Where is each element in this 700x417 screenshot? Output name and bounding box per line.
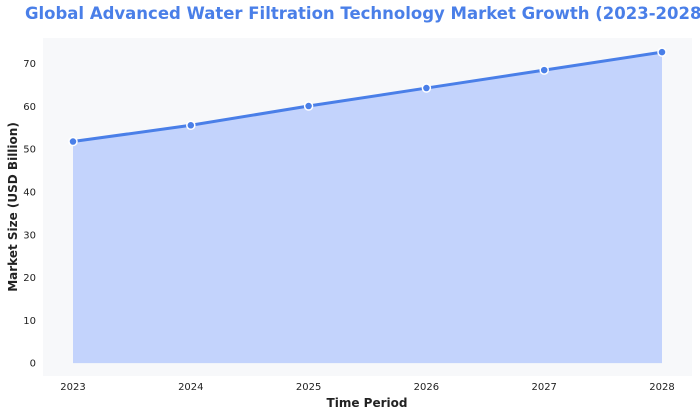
x-axis-label: Time Period (327, 396, 408, 410)
y-tick-label-60: 60 (23, 102, 36, 113)
x-tick-label-2028: 2028 (649, 382, 674, 393)
data-point-2028 (657, 47, 667, 57)
series-line (71, 50, 664, 144)
y-tick-label-10: 10 (23, 316, 36, 327)
line-layer (71, 50, 664, 144)
y-tick-label-50: 50 (23, 145, 36, 156)
x-tick-labels: 2023 2024 2025 2026 2027 2028 (60, 382, 674, 393)
data-point-2026 (421, 83, 432, 93)
x-tick-label-2026: 2026 (414, 382, 439, 393)
y-tick-label-30: 30 (23, 230, 36, 241)
area-fill (73, 52, 662, 364)
x-tick-label-2027: 2027 (531, 382, 556, 393)
y-tick-label-40: 40 (23, 188, 36, 199)
data-point-2027 (539, 65, 549, 75)
x-tick-label-2025: 2025 (296, 382, 321, 393)
marker-layer (68, 47, 667, 147)
y-axis-label: Market Size (USD Billion) (6, 122, 20, 292)
y-tick-label-20: 20 (23, 273, 36, 284)
data-point-2023 (68, 136, 78, 147)
area-layer (73, 52, 662, 364)
y-tick-label-0: 0 (30, 359, 36, 370)
data-point-2025 (303, 101, 314, 111)
chart-title: Global Advanced Water Filtration Technol… (25, 4, 700, 23)
y-tick-label-70: 70 (23, 59, 36, 70)
y-tick-labels: 0 10 20 30 40 50 60 70 (23, 59, 36, 369)
data-point-2024 (186, 120, 196, 131)
x-tick-label-2023: 2023 (60, 382, 85, 393)
x-tick-label-2024: 2024 (178, 382, 203, 393)
